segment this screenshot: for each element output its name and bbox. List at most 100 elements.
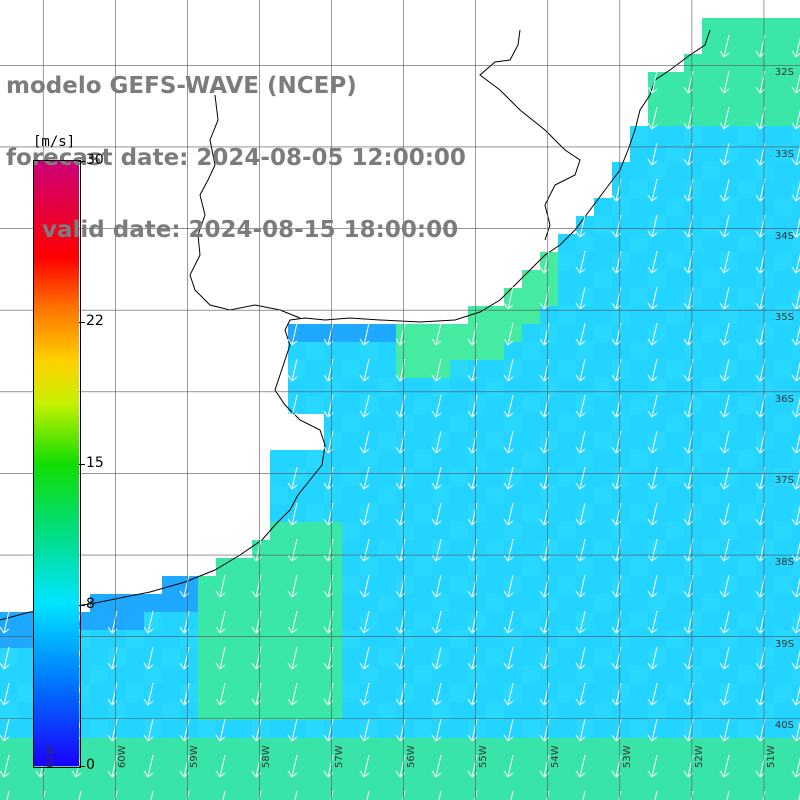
wind-speed-cell: [756, 378, 774, 396]
wind-speed-cell: [792, 306, 800, 324]
wind-speed-cell: [648, 576, 666, 594]
wind-speed-cell: [792, 234, 800, 252]
wind-speed-cell: [504, 756, 522, 774]
wind-speed-cell: [648, 630, 666, 648]
wind-speed-cell: [666, 342, 684, 360]
wind-speed-cell: [378, 720, 396, 738]
wind-speed-cell: [756, 576, 774, 594]
wind-speed-cell: [774, 738, 792, 756]
wind-speed-cell: [90, 612, 108, 630]
wind-speed-cell: [450, 504, 468, 522]
wind-arrow: [618, 790, 622, 800]
wind-speed-cell: [612, 180, 630, 198]
wind-speed-cell: [792, 522, 800, 540]
wind-speed-cell: [486, 774, 504, 792]
wind-speed-cell: [540, 432, 558, 450]
wind-arrow: [467, 358, 478, 382]
wind-speed-cell: [324, 756, 342, 774]
wind-speed-cell: [756, 468, 774, 486]
wind-speed-cell: [792, 432, 800, 450]
wind-speed-cell: [486, 738, 504, 756]
wind-speed-cell: [234, 684, 252, 702]
wind-speed-cell: [576, 468, 594, 486]
wind-speed-cell: [306, 720, 324, 738]
latitude-label: 37S: [774, 475, 794, 487]
wind-arrow: [0, 754, 10, 778]
wind-speed-cell: [306, 486, 324, 504]
wind-speed-cell: [378, 702, 396, 720]
wind-arrow: [791, 577, 800, 598]
wind-arrow: [467, 538, 478, 562]
wind-speed-cell: [558, 252, 576, 270]
wind-speed-cell: [702, 540, 720, 558]
wind-arrow: [575, 502, 586, 526]
wind-speed-cell: [360, 450, 378, 468]
wind-speed-cell: [450, 648, 468, 666]
wind-speed-cell: [414, 324, 432, 342]
wind-speed-cell: [468, 648, 486, 666]
wind-arrow: [143, 718, 154, 742]
wind-arrow: [143, 682, 154, 706]
wind-speed-cell: [738, 756, 756, 774]
wind-speed-cell: [720, 180, 738, 198]
wind-speed-cell: [360, 774, 378, 792]
wind-speed-cell: [666, 252, 684, 270]
wind-speed-cell: [720, 90, 738, 108]
wind-speed-cell: [198, 576, 216, 594]
wind-arrow: [611, 502, 622, 526]
wind-speed-cell: [288, 576, 306, 594]
wind-speed-cell: [612, 198, 630, 216]
wind-speed-cell: [414, 702, 432, 720]
wind-speed-cell: [108, 738, 126, 756]
wind-speed-cell: [756, 144, 774, 162]
wind-arrow: [395, 466, 406, 490]
wind-arrow: [503, 646, 514, 670]
wind-speed-cell: [684, 342, 702, 360]
wind-speed-cell: [504, 342, 522, 360]
wind-speed-cell: [720, 234, 738, 252]
wind-speed-cell: [180, 612, 198, 630]
wind-speed-cell: [666, 414, 684, 432]
colorbar-tick-mark: [79, 463, 85, 465]
wind-arrow: [546, 790, 550, 800]
wind-arrow: [359, 358, 370, 382]
wind-speed-cell: [396, 648, 414, 666]
wind-speed-cell: [126, 756, 144, 774]
forecast-date: forecast date: 2024-08-05 12:00:00: [6, 145, 466, 171]
wind-speed-cell: [684, 252, 702, 270]
wind-speed-cell: [756, 504, 774, 522]
wind-speed-cell: [216, 666, 234, 684]
wind-arrow: [431, 430, 442, 454]
wind-speed-cell: [468, 414, 486, 432]
wind-speed-cell: [774, 216, 792, 234]
wind-speed-cell: [504, 324, 522, 342]
wind-speed-cell: [504, 360, 522, 378]
wind-speed-cell: [324, 630, 342, 648]
wind-speed-cell: [666, 684, 684, 702]
wind-arrow: [539, 574, 550, 598]
wind-arrow: [647, 214, 658, 238]
wind-speed-cell: [306, 648, 324, 666]
wind-speed-cell: [288, 558, 306, 576]
wind-speed-cell: [666, 720, 684, 738]
wind-arrow: [791, 325, 800, 346]
wind-speed-cell: [648, 252, 666, 270]
wind-speed-cell: [666, 126, 684, 144]
wind-speed-cell: [684, 396, 702, 414]
wind-speed-cell: [612, 738, 630, 756]
wind-speed-cell: [468, 792, 486, 800]
wind-speed-cell: [0, 720, 18, 738]
wind-speed-cell: [738, 36, 756, 54]
wind-speed-cell: [648, 774, 666, 792]
wind-speed-cell: [342, 360, 360, 378]
wind-arrow: [323, 754, 334, 778]
wind-arrow: [395, 574, 406, 598]
wind-speed-cell: [648, 198, 666, 216]
wind-arrow: [395, 430, 406, 454]
wind-speed-cell: [648, 108, 666, 126]
wind-speed-cell: [630, 522, 648, 540]
wind-speed-cell: [324, 324, 342, 342]
wind-speed-cell: [414, 720, 432, 738]
wind-speed-cell: [360, 738, 378, 756]
wind-speed-cell: [612, 756, 630, 774]
